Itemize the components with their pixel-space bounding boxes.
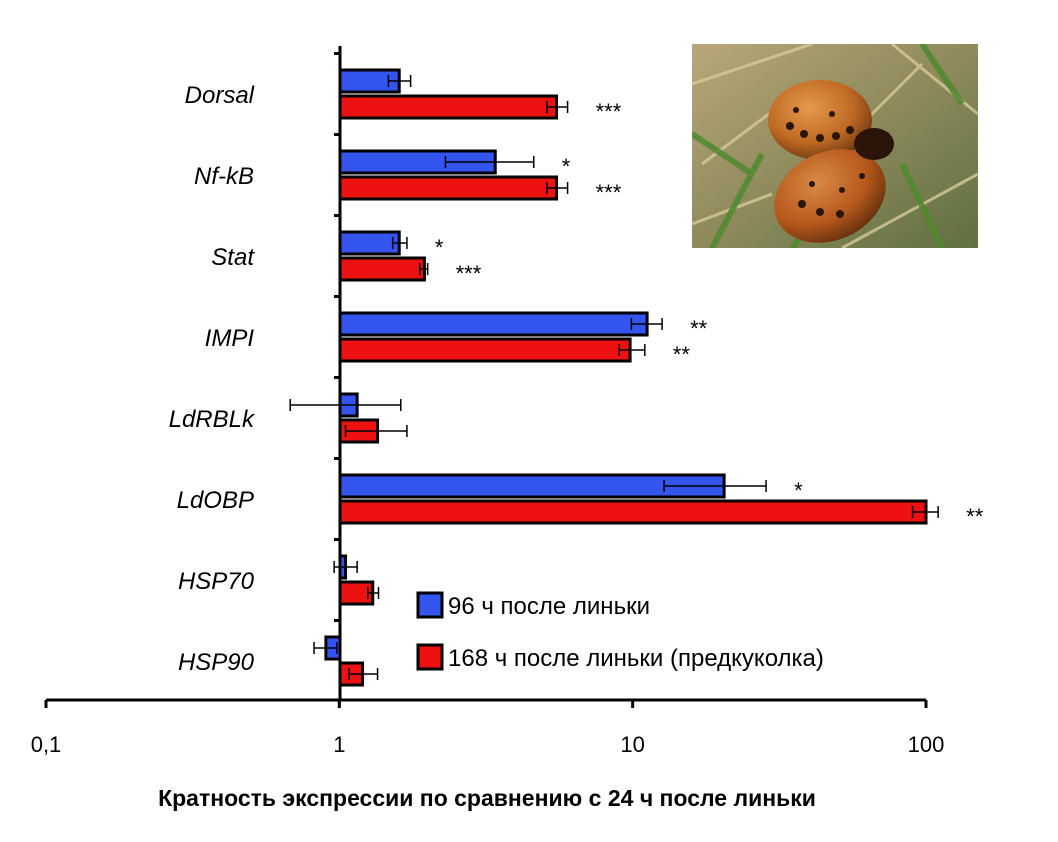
errorbar-impi-series-1 [630,318,663,330]
legend-label: 168 ч после линьки (предкуколка) [448,645,824,672]
legend-item-series-2: 168 ч после линьки (предкуколка) [416,643,824,672]
bar-dorsal-series-2 [338,94,559,120]
significance-impi-series-1: ** [690,316,708,341]
category-label-ldrblk: LdRBLk [169,406,256,433]
axes-layer [44,46,928,708]
errorbar-ldobp-series-1 [663,480,767,492]
significance-nf-kb-series-2: *** [596,180,622,205]
errorbar-stat-series-1 [391,237,408,249]
x-axis-label: Кратность экспрессии по сравнению с 24 ч… [158,785,816,811]
significance-impi-series-2: ** [673,342,691,367]
category-label-hsp90: HSP90 [178,649,255,676]
errorbar-dorsal-series-2 [546,101,569,113]
x-tick-label: 10 [620,732,644,757]
legend-label: 96 ч после линьки [448,593,650,620]
bar-stat-series-1 [338,230,401,256]
errorbar-dorsal-series-1 [387,75,412,87]
x-tick-label: 1 [333,732,345,757]
significance-dorsal-series-2: *** [596,99,622,124]
legend: 96 ч после линьки 168 ч после линьки (пре… [416,591,824,672]
beetle-larvae-photo [692,44,978,248]
bar-impi-series-2 [338,337,632,363]
significance-ldobp-series-1: * [794,478,803,503]
significance-nf-kb-series-1: * [562,154,571,179]
bar-nf-kb-series-2 [338,175,559,201]
errorbar-ldobp-series-2 [911,506,939,518]
errorbar-impi-series-2 [618,344,646,356]
category-label-dorsal: Dorsal [185,82,255,109]
category-label-impi: IMPI [205,325,255,352]
errorbar-nf-kb-series-2 [546,182,569,194]
bar-ldobp-series-2 [338,499,928,525]
category-label-nf-kb: Nf-kB [194,163,254,190]
errorbar-hsp70-series-1 [333,561,358,573]
category-label-hsp70: HSP70 [178,568,255,595]
errorbar-hsp90-series-1 [313,642,338,654]
errorbar-ldrblk-series-2 [344,425,408,437]
category-label-stat: Stat [211,244,255,271]
significance-stat-series-2: *** [456,261,482,286]
labels-layer: ***Dorsal****Nf-kB****Stat****IMPILdRBLk… [31,82,984,757]
bar-stat-series-2 [338,256,426,282]
legend-swatch [416,643,444,671]
legend-swatch [416,591,444,619]
errorbar-hsp90-series-2 [348,668,379,680]
significance-stat-series-1: * [435,235,444,260]
legend-item-series-1: 96 ч после линьки [416,591,650,620]
errorbar-hsp70-series-2 [367,587,380,599]
significance-ldobp-series-2: ** [966,504,984,529]
errorbar-nf-kb-series-1 [444,156,535,168]
errorbar-stat-series-2 [419,263,429,275]
category-label-ldobp: LdOBP [177,487,254,514]
x-tick-label: 0,1 [31,732,62,757]
errorbar-ldrblk-series-1 [289,399,402,411]
bar-impi-series-1 [338,311,649,337]
x-tick-label: 100 [908,732,945,757]
